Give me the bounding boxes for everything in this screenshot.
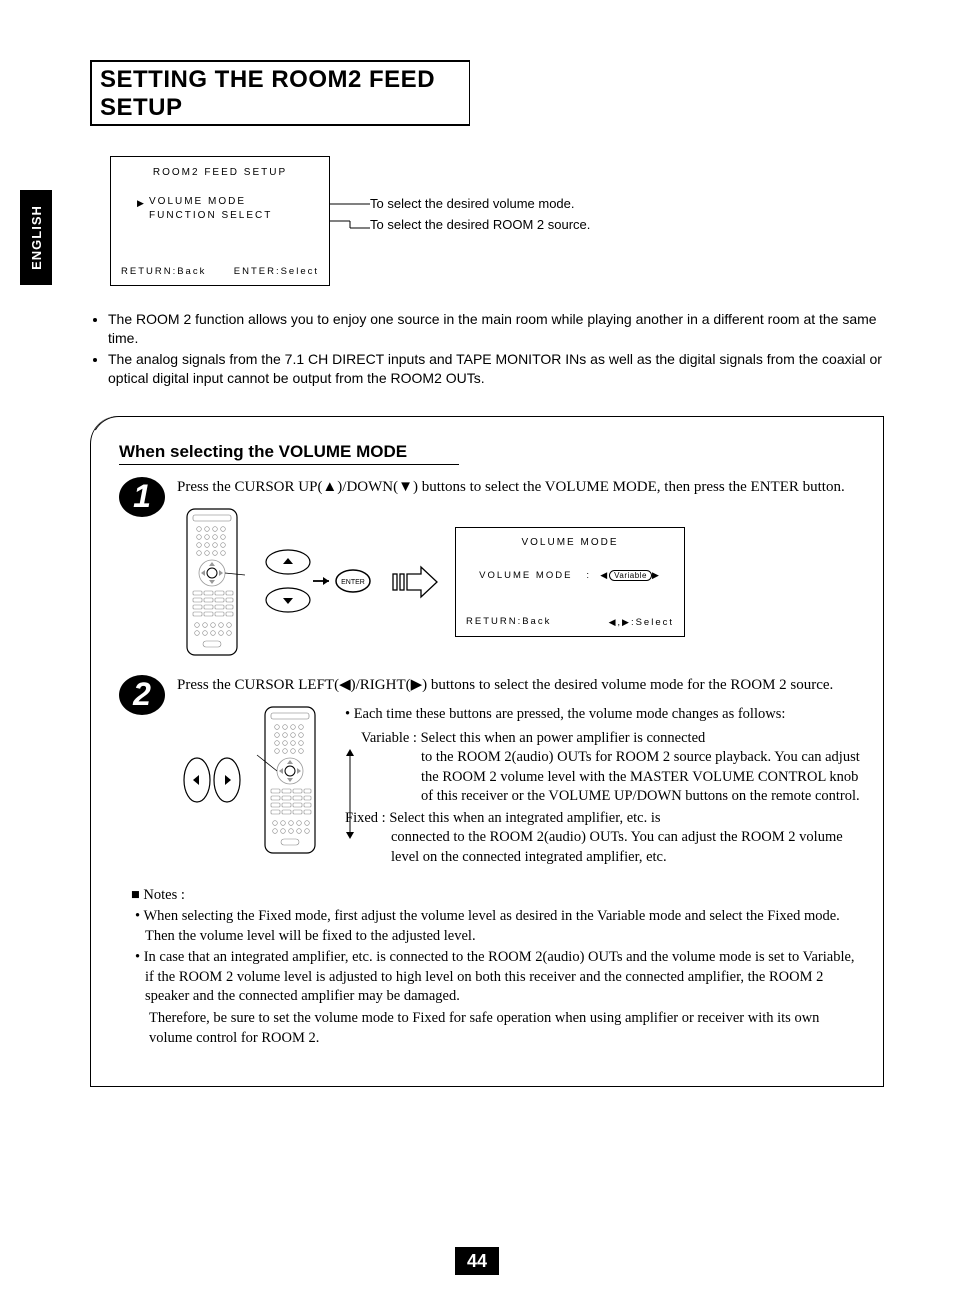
osd2-footer-right: ◀,▶:Select	[609, 616, 674, 630]
page-number: 44	[455, 1247, 499, 1275]
note-item: • When selecting the Fixed mode, first a…	[145, 907, 865, 946]
page: ENGLISH SETTING THE ROOM2 FEED SETUP ROO…	[0, 0, 954, 1307]
osd2-footer-left: RETURN:Back	[466, 616, 551, 630]
cursor-right-icon: ▶	[137, 198, 146, 209]
step-2: 2 Press the CURSOR LEFT(◀)/RIGHT(▶) butt…	[119, 675, 865, 1048]
connector-lines-icon	[330, 156, 370, 286]
notes-block: ■ Notes : • When selecting the Fixed mod…	[131, 886, 865, 1049]
step1-illustration-row: ENTER VOLUME MODE VOLUME MODE :	[177, 507, 865, 657]
up-down-arrow-icon	[343, 749, 357, 839]
step-number: 2	[119, 675, 165, 715]
arrow-right-outline-icon	[389, 562, 439, 602]
fixed-text: Select this when an integrated amplifier…	[389, 810, 660, 826]
fixed-mode-def: Fixed : Select this when an integrated a…	[345, 809, 865, 868]
fixed-text-cont: connected to the ROOM 2(audio) OUTs. You…	[391, 828, 865, 867]
osd-row-label: VOLUME MODE	[149, 196, 246, 207]
note-item: • In case that an integrated amplifier, …	[145, 948, 865, 1007]
bullet-item: The analog signals from the 7.1 CH DIREC…	[108, 350, 884, 388]
mode-intro: • Each time these buttons are pressed, t…	[345, 705, 865, 725]
osd-row-function-select: FUNCTION SELECT	[149, 210, 319, 221]
enter-label: ENTER	[341, 579, 365, 586]
desc-volume-mode: To select the desired volume mode.	[370, 196, 590, 211]
step-text: Press the CURSOR UP(▲)/DOWN(▼) buttons t…	[177, 477, 865, 497]
step-body: Press the CURSOR LEFT(◀)/RIGHT(▶) button…	[177, 675, 865, 1048]
bullet-item: The ROOM 2 function allows you to enjoy …	[108, 310, 884, 348]
osd-footer-left: RETURN:Back	[121, 266, 206, 277]
variable-mode-def: Variable : Select this when an power amp…	[361, 729, 865, 807]
step-body: Press the CURSOR UP(▲)/DOWN(▼) buttons t…	[177, 477, 865, 657]
language-tab: ENGLISH	[20, 190, 52, 285]
osd2-title: VOLUME MODE	[466, 536, 674, 550]
osd-row-label: FUNCTION SELECT	[149, 210, 272, 221]
osd2-value: Variable	[609, 570, 652, 581]
osd2-footer: RETURN:Back ◀,▶:Select	[466, 616, 674, 630]
menu-descriptions: To select the desired volume mode. To se…	[370, 156, 590, 286]
sub-heading: When selecting the VOLUME MODE	[119, 442, 459, 464]
variable-text-cont: to the ROOM 2(audio) OUTs for ROOM 2 sou…	[421, 748, 865, 807]
main-heading: SETTING THE ROOM2 FEED SETUP	[100, 66, 457, 122]
mode-list: • Each time these buttons are pressed, t…	[345, 705, 865, 870]
triangle-left-icon: ◀	[600, 570, 609, 580]
osd-row-volume-mode: ▶ VOLUME MODE	[149, 196, 319, 207]
content-area: SETTING THE ROOM2 FEED SETUP ROOM2 FEED …	[90, 60, 884, 1087]
osd-footer-right: ENTER:Select	[234, 266, 319, 277]
triangle-right-icon: ▶	[652, 570, 661, 580]
step-1: 1 Press the CURSOR UP(▲)/DOWN(▼) buttons…	[119, 477, 865, 657]
osd-room2-feed-setup: ROOM2 FEED SETUP ▶ VOLUME MODE FUNCTION …	[110, 156, 330, 286]
colon: :	[586, 570, 591, 581]
step2-grid: • Each time these buttons are pressed, t…	[177, 705, 865, 870]
step-text: Press the CURSOR LEFT(◀)/RIGHT(▶) button…	[177, 675, 865, 695]
procedure-box: When selecting the VOLUME MODE 1 Press t…	[90, 416, 884, 1088]
osd-volume-mode: VOLUME MODE VOLUME MODE : ◀Variable▶ RET…	[455, 527, 685, 637]
variable-label: Variable :	[361, 730, 417, 746]
overview-bullets: The ROOM 2 function allows you to enjoy …	[90, 310, 884, 388]
sub-heading-box: When selecting the VOLUME MODE	[119, 442, 459, 465]
osd-footer: RETURN:Back ENTER:Select	[121, 266, 319, 277]
language-label: ENGLISH	[29, 205, 44, 270]
variable-text: Select this when an power amplifier is c…	[421, 730, 706, 746]
step2-illustration	[177, 705, 325, 855]
main-heading-box: SETTING THE ROOM2 FEED SETUP	[90, 60, 470, 126]
remote-control-icon	[255, 705, 325, 855]
step-number: 1	[119, 477, 165, 517]
notes-therefore: Therefore, be sure to set the volume mod…	[149, 1009, 865, 1048]
desc-function-select: To select the desired ROOM 2 source.	[370, 217, 590, 232]
remote-control-icon	[177, 507, 247, 657]
cursor-left-right-icon	[177, 750, 247, 810]
notes-heading: ■ Notes :	[131, 886, 865, 906]
osd2-row: VOLUME MODE : ◀Variable▶	[466, 569, 674, 583]
menu-overview: ROOM2 FEED SETUP ▶ VOLUME MODE FUNCTION …	[110, 156, 884, 286]
cursor-up-down-enter-icon: ENTER	[263, 542, 373, 622]
osd-title: ROOM2 FEED SETUP	[121, 167, 319, 178]
osd2-label: VOLUME MODE	[479, 570, 572, 581]
